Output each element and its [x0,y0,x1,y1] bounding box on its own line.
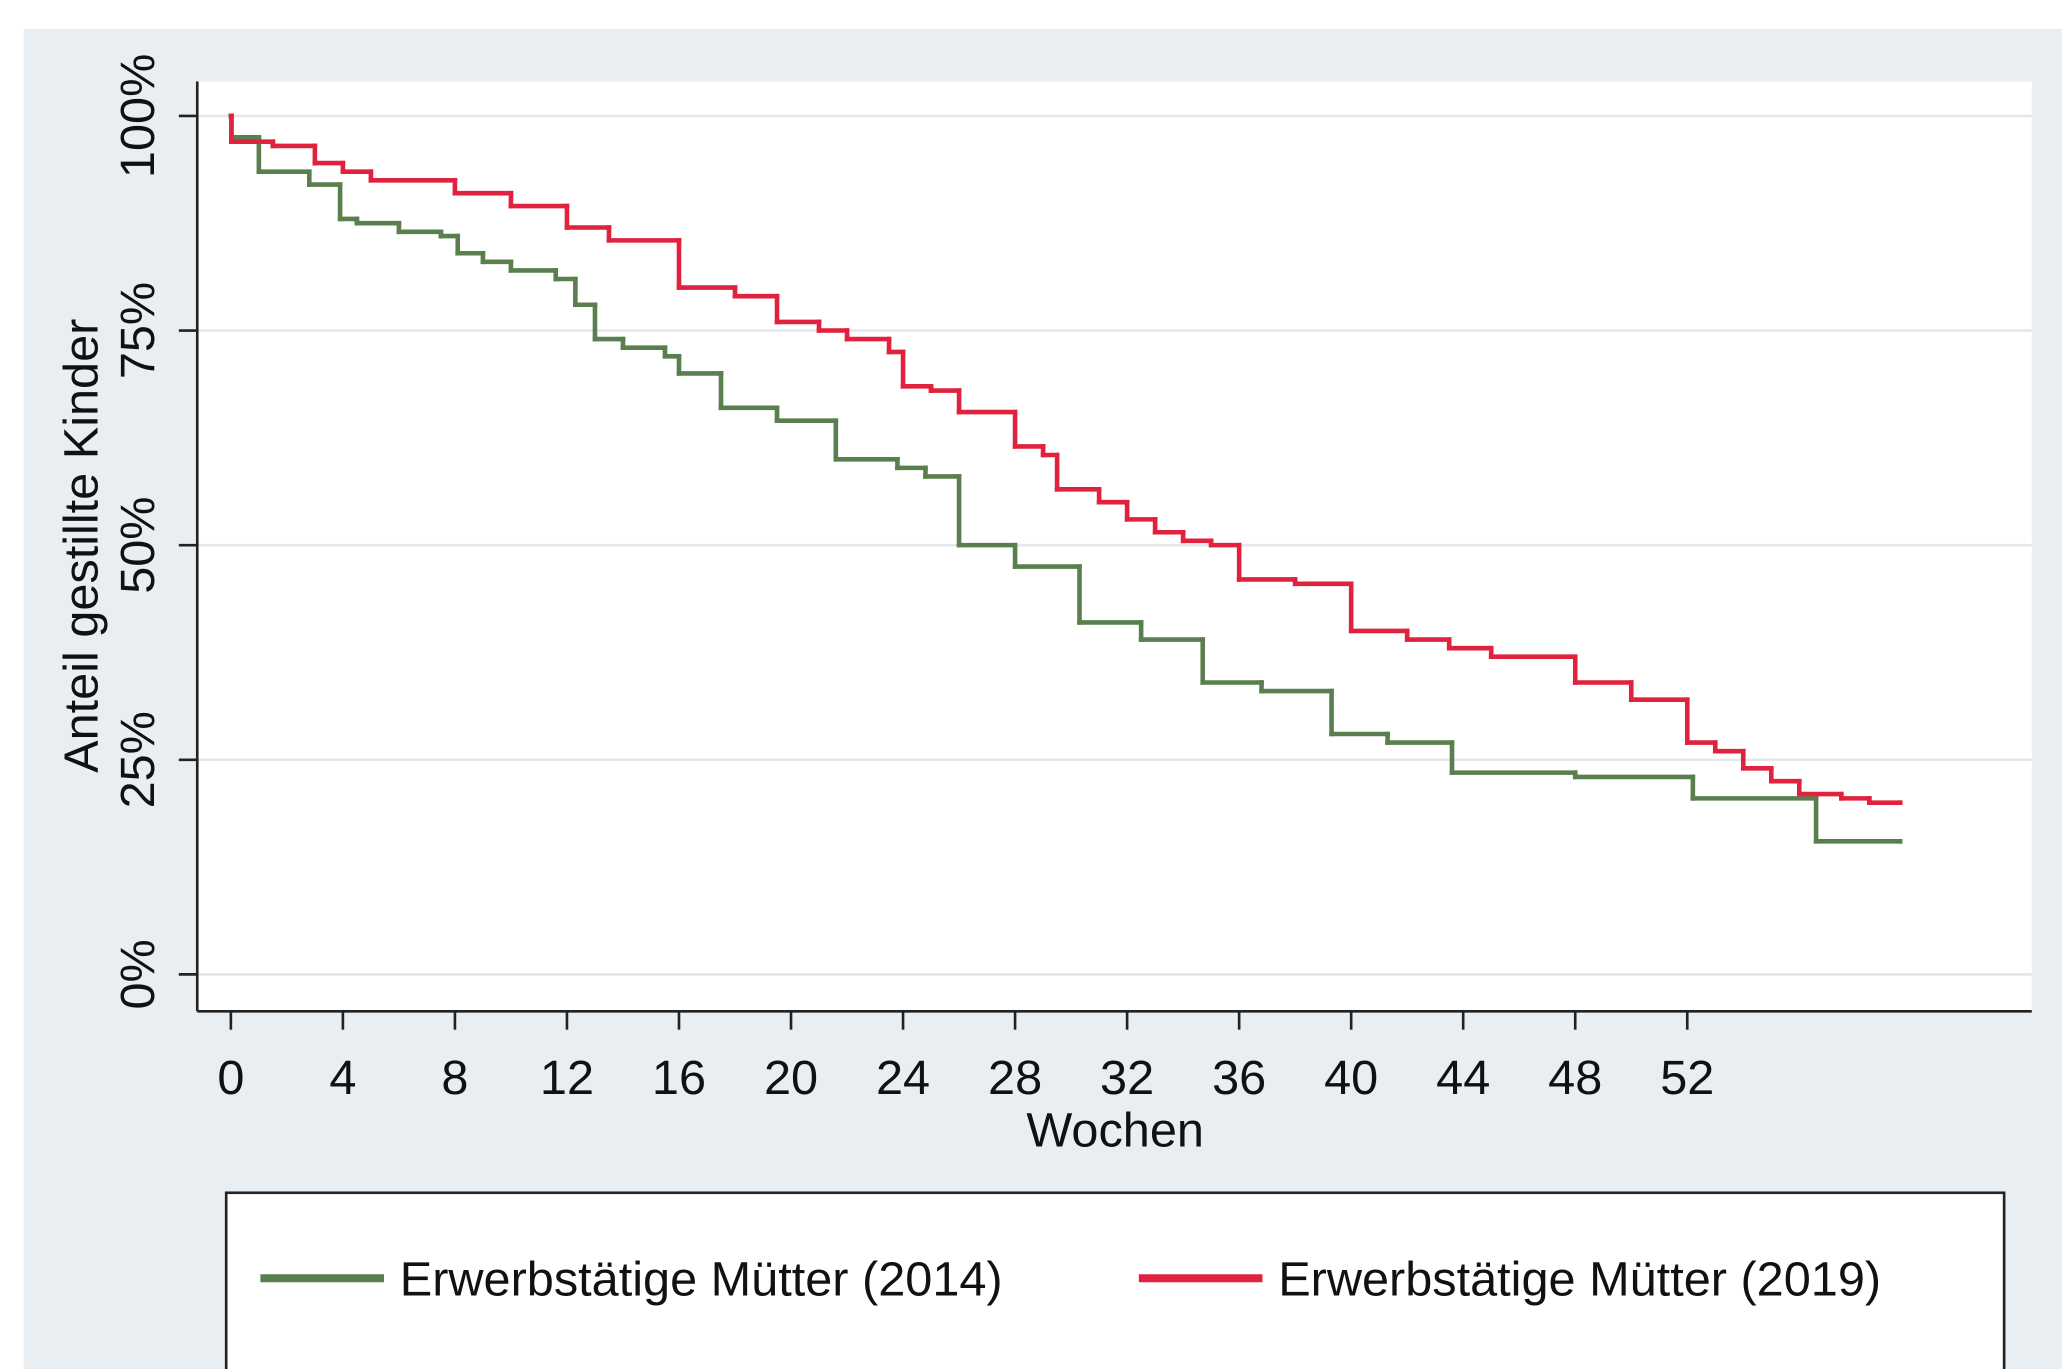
legend-box [224,1191,2006,1369]
y-tick-label: 25% [111,711,165,808]
x-tick-label: 48 [1548,1051,1602,1105]
x-tick-label: 4 [329,1051,356,1105]
grid [197,114,2032,976]
x-tick-label: 40 [1324,1051,1378,1105]
x-tick-label: 28 [988,1051,1042,1105]
legend: Erwerbstätige Mütter (2014) Erwerbstätige… [260,1252,1881,1306]
y-tick-label: 75% [111,282,165,379]
series-line [228,113,1903,805]
ticks: 0%25%50%75%100%0 4 8 12 16 20 24 28 32 36 40 44 48 52 [111,54,1714,1105]
x-tick-label: 0 [217,1051,244,1105]
x-tick-label: 20 [764,1051,818,1105]
legend-label: Erwerbstätige Mütter (2019) [1278,1252,1881,1306]
lines [228,113,1903,844]
legend-label: Erwerbstätige Mütter (2014) [400,1252,1003,1306]
x-tick-label: 32 [1100,1051,1154,1105]
x-tick-label: 52 [1660,1051,1714,1105]
y-tick-label: 0% [111,939,165,1009]
x-tick-label: 8 [441,1051,468,1105]
y-tick-label: 50% [111,496,165,593]
x-tick-label: 36 [1212,1051,1266,1105]
x-axis-label: Wochen [1026,1104,1204,1158]
y-tick-label: 100% [111,54,165,178]
x-tick-label: 24 [876,1051,930,1105]
y-axis-label: Anteil gestillte Kinder [54,319,108,773]
x-tick-label: 16 [652,1051,706,1105]
x-tick-label: 44 [1436,1051,1490,1105]
x-tick-label: 12 [540,1051,594,1105]
